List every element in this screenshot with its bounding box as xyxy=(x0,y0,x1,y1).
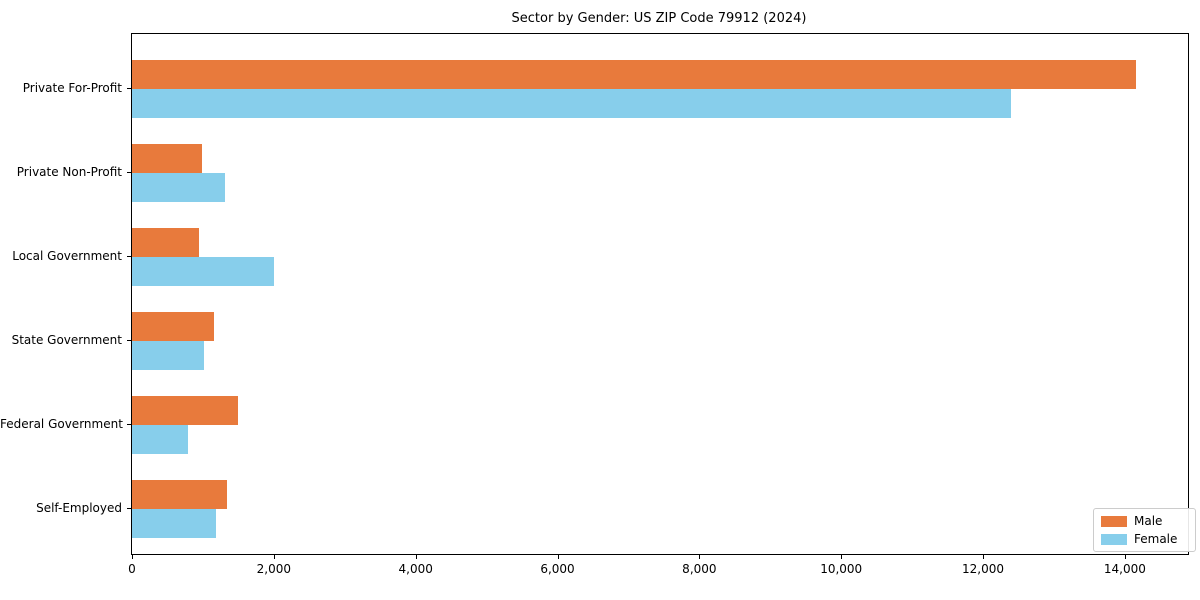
x-tick-label-12-000: 12,000 xyxy=(962,562,1005,576)
x-tick-label-10-000: 10,000 xyxy=(820,562,863,576)
x-tick-mark xyxy=(699,555,701,559)
y-tick-mark xyxy=(127,508,131,509)
y-tick-label-private-non-profit: Private Non-Profit xyxy=(16,165,122,179)
bar-male-private-for-profit xyxy=(132,60,1136,89)
bar-male-local-government xyxy=(132,228,200,257)
x-tick-label-0: 0 xyxy=(128,562,136,576)
x-tick-label-2-000: 2,000 xyxy=(256,562,292,576)
x-tick-mark xyxy=(841,555,843,559)
x-tick-label-6-000: 6,000 xyxy=(540,562,575,576)
bar-female-self-employed xyxy=(132,509,216,538)
y-tick-mark xyxy=(127,88,131,89)
y-tick-label-state-government: State Government xyxy=(11,333,122,347)
x-tick-mark xyxy=(983,555,985,559)
bar-male-private-non-profit xyxy=(132,144,203,173)
bar-female-state-government xyxy=(132,341,204,370)
y-tick-label-self-employed: Self-Employed xyxy=(36,501,122,515)
y-tick-label-local-government: Local Government xyxy=(12,249,122,263)
bar-male-self-employed xyxy=(132,480,228,509)
bar-male-federal-government xyxy=(132,396,238,425)
legend-entry-female: Female xyxy=(1101,532,1187,546)
y-tick-mark xyxy=(127,172,131,173)
y-tick-label-federal-government: Federal Government xyxy=(0,417,123,431)
legend-entry-male: Male xyxy=(1101,514,1187,528)
bar-female-private-for-profit xyxy=(132,89,1012,118)
x-tick-mark xyxy=(415,555,417,559)
legend-label-male: Male xyxy=(1134,514,1163,528)
legend: Male Female xyxy=(1093,508,1196,552)
x-tick-mark xyxy=(557,555,559,559)
chart-title: Sector by Gender: US ZIP Code 79912 (202… xyxy=(511,11,807,26)
legend-swatch-female xyxy=(1101,533,1127,545)
plot-area: Male Female xyxy=(131,33,1196,555)
bar-female-private-non-profit xyxy=(132,173,225,202)
y-tick-mark xyxy=(127,340,131,341)
x-tick-label-8-000: 8,000 xyxy=(682,562,717,576)
legend-swatch-male xyxy=(1101,515,1127,527)
y-tick-label-private-for-profit: Private For-Profit xyxy=(22,81,122,95)
y-tick-mark xyxy=(127,424,131,425)
x-tick-label-4-000: 4,000 xyxy=(398,562,433,576)
bar-male-state-government xyxy=(132,312,215,341)
bar-female-local-government xyxy=(132,257,274,286)
y-tick-mark xyxy=(127,256,131,257)
x-tick-mark xyxy=(273,555,275,559)
x-tick-mark xyxy=(1124,555,1126,559)
legend-label-female: Female xyxy=(1134,532,1178,546)
x-tick-mark xyxy=(132,555,133,559)
x-tick-label-14-000: 14,000 xyxy=(1103,562,1146,576)
bar-female-federal-government xyxy=(132,425,189,454)
